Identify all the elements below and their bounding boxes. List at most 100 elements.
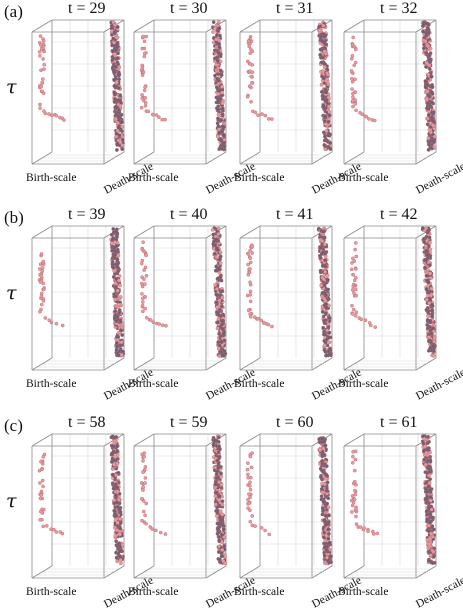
panel-3d-plot [31, 19, 125, 165]
data-point [110, 58, 115, 62]
data-point [220, 319, 224, 323]
death-scale-point-band [109, 434, 125, 566]
data-point [118, 127, 123, 132]
data-point [52, 527, 56, 532]
data-point [352, 291, 356, 295]
box-edge [311, 565, 333, 579]
tau-axis-label: τ [6, 76, 17, 98]
data-point [351, 256, 355, 261]
tau-axis-label: τ [6, 282, 17, 304]
data-point [319, 90, 324, 94]
data-point [318, 448, 322, 453]
data-point [431, 515, 435, 520]
data-point [252, 315, 257, 319]
data-point [424, 64, 428, 69]
data-point [118, 103, 123, 108]
data-point [327, 303, 331, 308]
row-label: (c) [4, 416, 23, 435]
data-point [113, 439, 117, 444]
birth-scale-points [245, 451, 272, 537]
data-point [216, 104, 221, 109]
data-point [219, 482, 224, 487]
data-point [223, 561, 228, 566]
data-point [249, 74, 254, 79]
data-point [144, 315, 149, 320]
data-point [431, 354, 436, 358]
data-point [353, 287, 358, 292]
data-point [427, 473, 431, 478]
data-point [117, 308, 122, 312]
box-edge [239, 357, 261, 371]
data-point [422, 240, 426, 244]
data-point [142, 268, 146, 272]
data-point [320, 309, 325, 314]
box-edge [133, 433, 155, 447]
data-point [323, 258, 327, 262]
data-point [429, 276, 433, 280]
data-point [320, 39, 324, 43]
data-point [321, 446, 326, 451]
data-point [324, 489, 329, 493]
data-point [39, 459, 43, 464]
data-point [328, 141, 332, 145]
data-point [140, 518, 144, 523]
data-point [430, 312, 435, 317]
data-point [431, 550, 436, 554]
data-point [324, 122, 328, 127]
data-point [425, 512, 429, 517]
data-point [427, 142, 431, 147]
data-point [320, 461, 325, 466]
data-point [143, 476, 148, 480]
data-point [219, 471, 223, 476]
data-point [114, 64, 118, 69]
data-point [140, 96, 145, 100]
data-point [118, 140, 123, 145]
data-point [214, 33, 219, 37]
data-point [217, 444, 221, 449]
data-point [116, 86, 121, 90]
data-point [324, 293, 328, 297]
data-point [323, 264, 327, 268]
data-point [114, 319, 119, 324]
data-point [47, 318, 52, 322]
data-point [322, 138, 327, 143]
data-point [350, 494, 355, 498]
data-point [220, 295, 225, 300]
data-point [423, 39, 428, 44]
data-point [44, 524, 49, 528]
row-label: (b) [4, 208, 24, 227]
data-point [247, 44, 251, 49]
data-point [430, 118, 435, 123]
data-point [427, 542, 432, 546]
data-point [326, 119, 331, 124]
data-point [117, 133, 122, 138]
data-point [116, 489, 120, 494]
birth-scale-points [245, 34, 274, 121]
birth-scale-axis-label: Birth-scale [338, 172, 389, 184]
data-point [351, 307, 356, 312]
data-point [113, 252, 117, 257]
data-point [113, 518, 118, 523]
data-point [150, 527, 154, 531]
data-point [38, 102, 42, 107]
data-point [248, 62, 252, 66]
data-point [246, 262, 250, 267]
data-point [323, 311, 328, 316]
data-point [115, 449, 120, 453]
data-point [326, 536, 331, 541]
data-point [323, 242, 327, 247]
data-point [212, 251, 217, 256]
data-point [321, 277, 326, 282]
data-point [41, 77, 45, 81]
data-point [215, 508, 220, 513]
data-point [427, 466, 432, 471]
data-point [428, 553, 433, 558]
birth-scale-points [37, 252, 65, 328]
data-point [39, 68, 43, 73]
birth-scale-axis-label: Birth-scale [128, 378, 179, 390]
data-point [112, 31, 117, 36]
data-point [214, 237, 219, 242]
data-point [322, 321, 327, 326]
data-point [425, 435, 430, 439]
data-point [113, 509, 117, 513]
